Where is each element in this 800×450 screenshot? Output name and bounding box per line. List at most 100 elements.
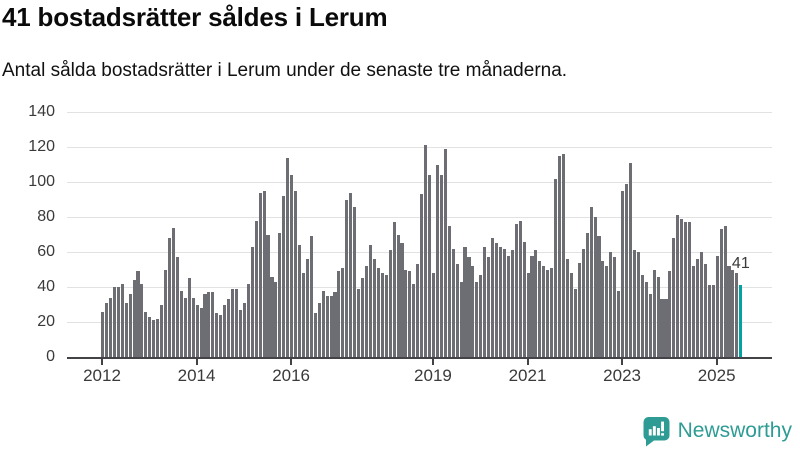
bar	[475, 281, 479, 357]
bar	[569, 273, 573, 357]
grid-line	[67, 322, 772, 323]
bar	[688, 222, 692, 357]
bar	[108, 297, 112, 357]
bar	[384, 274, 388, 357]
grid-line	[67, 112, 772, 113]
x-axis-tick	[431, 359, 434, 365]
x-tick-label: 2014	[177, 366, 216, 385]
bar	[246, 283, 250, 357]
bar	[164, 269, 168, 357]
bar	[317, 302, 321, 357]
bar	[593, 217, 597, 357]
y-tick-label: 120	[28, 138, 55, 155]
y-tick-label: 40	[37, 278, 55, 295]
bar	[183, 297, 187, 357]
brand-name: Newsworthy	[677, 419, 792, 442]
y-tick-label: 140	[28, 103, 55, 120]
bar	[727, 266, 731, 357]
bar	[636, 252, 640, 357]
bar	[404, 269, 408, 357]
bar	[581, 248, 585, 357]
bar	[483, 246, 487, 357]
bar	[609, 252, 613, 357]
x-axis-line	[67, 357, 772, 359]
x-tick-label: 2025	[697, 366, 736, 385]
bar	[124, 302, 128, 357]
bar	[156, 318, 160, 357]
bar	[621, 190, 625, 357]
grid-line	[67, 182, 772, 183]
bar	[577, 262, 581, 357]
bar	[231, 288, 235, 357]
bar	[254, 220, 258, 357]
bar	[707, 285, 711, 357]
bar	[542, 266, 546, 357]
bar	[364, 266, 369, 357]
bar	[668, 271, 672, 357]
bar	[684, 222, 688, 357]
bar	[199, 308, 203, 357]
y-tick-label: 0	[46, 348, 55, 365]
bar	[179, 290, 183, 357]
bar	[207, 292, 211, 357]
bar	[589, 206, 593, 357]
bar	[573, 288, 577, 357]
bar	[471, 266, 475, 357]
bar	[672, 238, 676, 357]
bar	[286, 157, 290, 357]
bar	[294, 190, 298, 357]
highlighted-bar	[739, 285, 743, 357]
bar	[262, 190, 266, 357]
bar	[439, 175, 443, 357]
grid-line	[67, 252, 772, 253]
bar	[518, 220, 522, 357]
bar	[301, 273, 306, 357]
bar	[148, 316, 152, 357]
brand-footer: Newsworthy	[642, 415, 792, 447]
bar	[195, 304, 199, 357]
bar	[258, 192, 262, 357]
bar	[558, 155, 562, 357]
bar	[345, 199, 349, 357]
bar	[329, 295, 333, 357]
bar	[692, 266, 696, 357]
bar	[711, 285, 715, 357]
bar	[424, 145, 428, 357]
bar	[676, 215, 680, 357]
bar	[234, 288, 239, 357]
bar	[652, 269, 656, 357]
x-tick-label: 2023	[603, 366, 641, 385]
bar	[368, 245, 372, 357]
bar	[534, 250, 538, 357]
bar	[101, 311, 105, 357]
bar	[274, 281, 278, 357]
bar	[270, 276, 274, 357]
bar	[506, 255, 510, 357]
bar	[479, 274, 483, 357]
bar	[313, 313, 317, 357]
bar	[357, 288, 361, 357]
bar	[160, 304, 164, 357]
bar	[238, 309, 242, 357]
bar	[152, 320, 156, 357]
bar	[699, 252, 703, 357]
bar	[128, 294, 132, 357]
bar	[491, 238, 495, 357]
bar	[628, 162, 633, 357]
bar	[597, 236, 601, 357]
bar	[349, 192, 353, 357]
bar	[530, 255, 534, 357]
bar	[420, 194, 424, 357]
bar	[664, 299, 668, 357]
y-tick-label: 60	[37, 243, 55, 260]
bar	[144, 311, 148, 357]
bar	[104, 302, 109, 357]
x-axis-tick	[290, 359, 293, 365]
bar	[640, 274, 644, 357]
bar	[353, 206, 357, 357]
bar	[380, 273, 384, 357]
chart-title: 41 bostadsrätter såldes i Lerum	[2, 2, 388, 32]
bar	[341, 267, 345, 357]
bar	[136, 271, 140, 357]
bar	[305, 259, 309, 357]
